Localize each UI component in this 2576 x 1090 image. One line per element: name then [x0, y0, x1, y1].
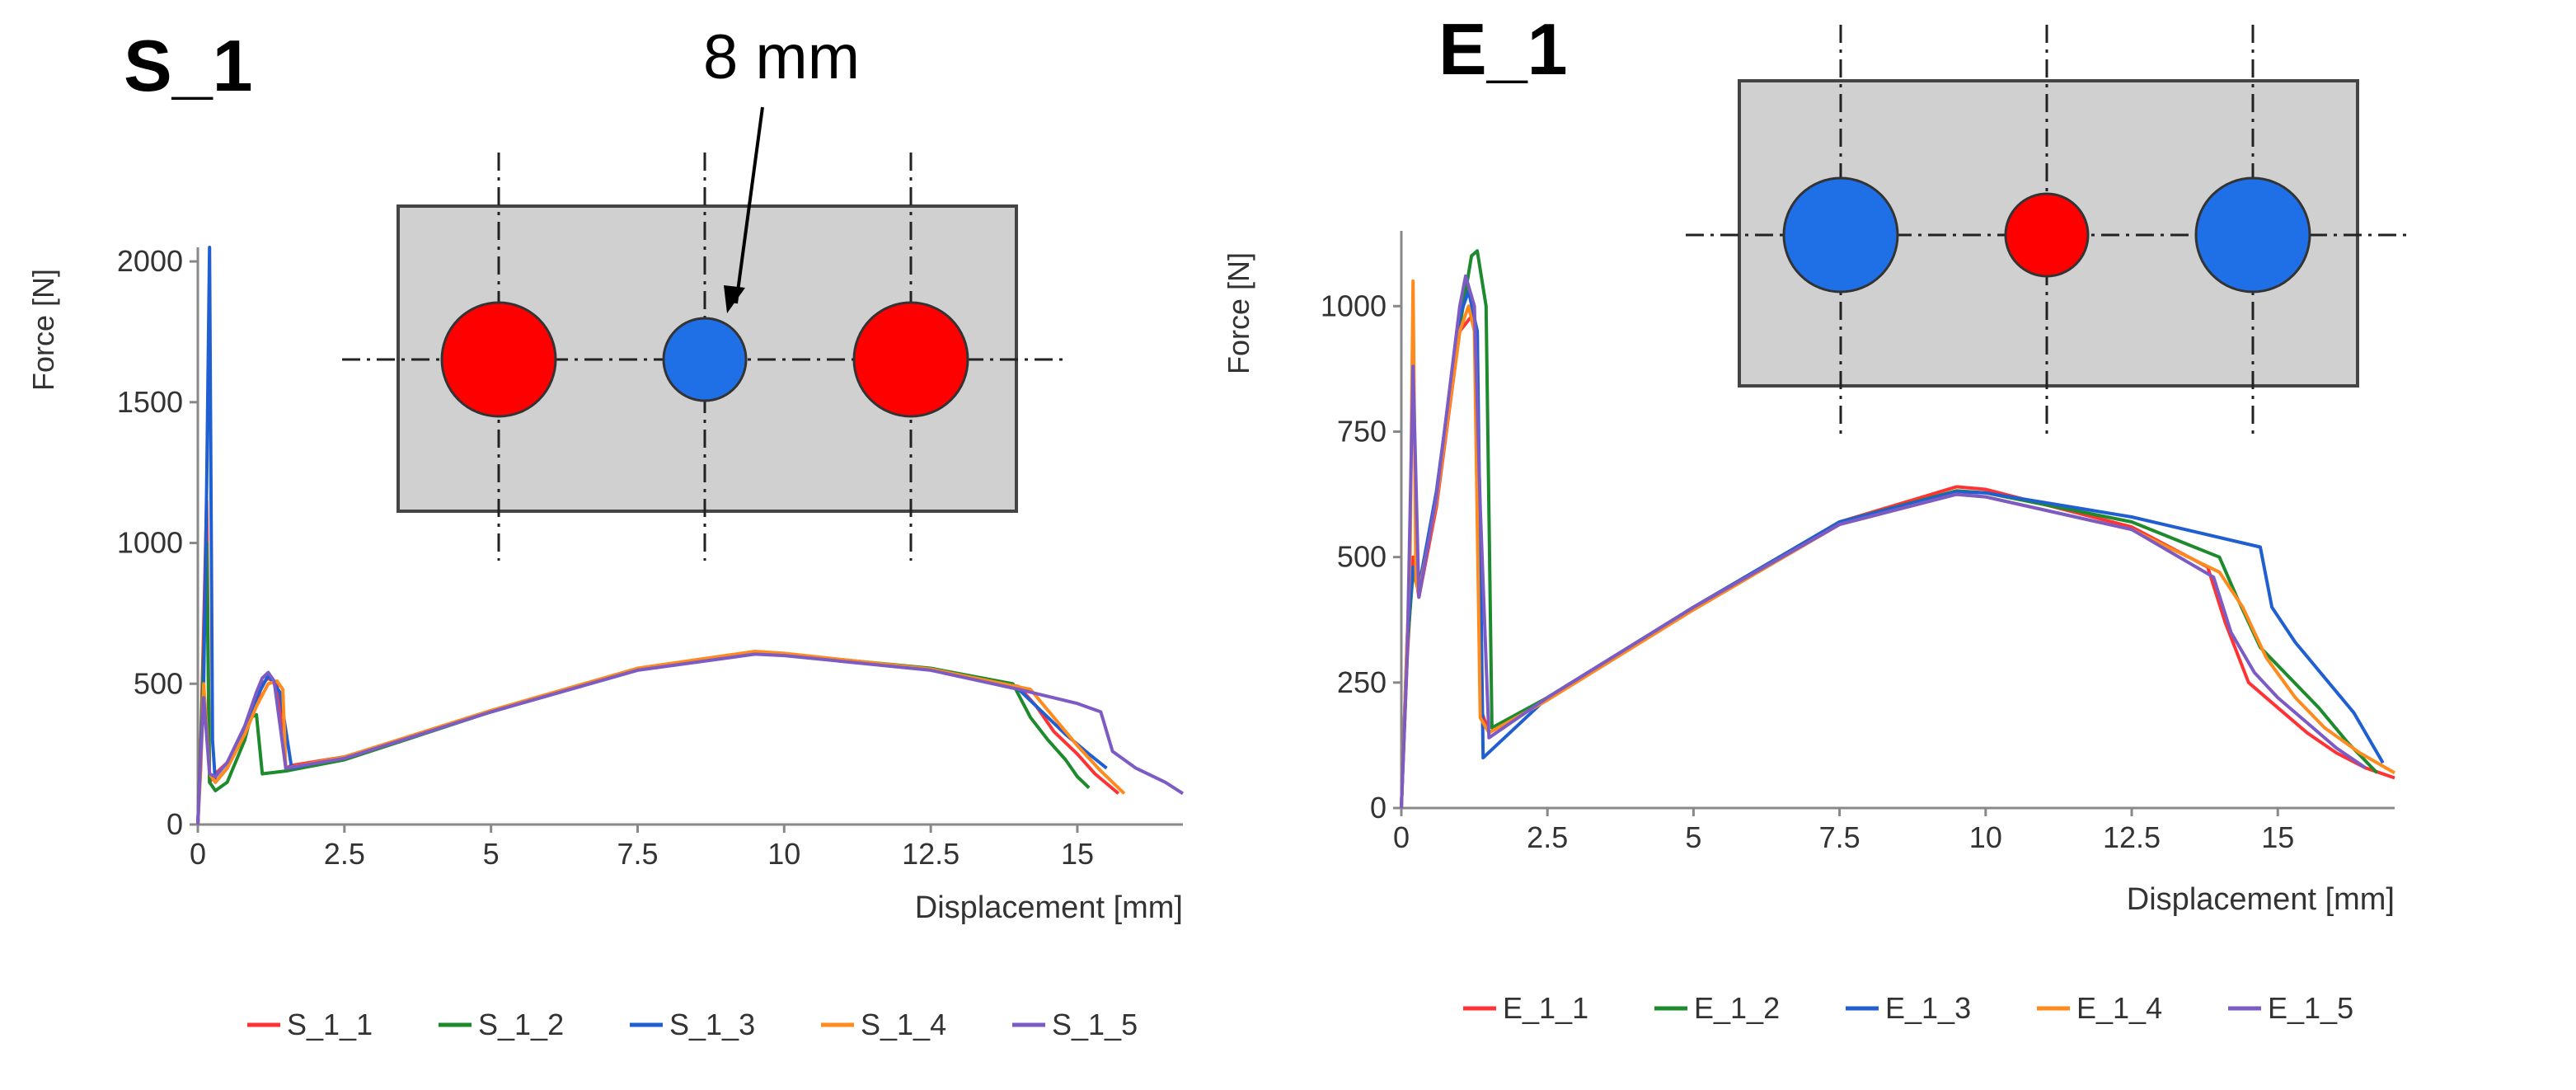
x-tick-label: 0 [1393, 820, 1410, 854]
dimension-annotation: 8 mm [703, 22, 860, 92]
y-axis-label: Force [N] [26, 269, 60, 391]
x-tick-label: 0 [190, 837, 206, 871]
legend-label: S_1_2 [478, 1008, 564, 1041]
y-axis-label: Force [N] [1222, 252, 1255, 374]
annotation-arrowhead [724, 285, 745, 313]
series-layer [196, 246, 1185, 825]
outer-hole-left [440, 301, 557, 418]
outer-hole-left [1782, 176, 1899, 294]
x-tick-label: 7.5 [617, 837, 658, 871]
x-tick-label: 7.5 [1819, 820, 1860, 854]
x-tick-label: 12.5 [902, 837, 960, 871]
legend-label: S_1_4 [861, 1008, 946, 1041]
outer-hole-right [2194, 176, 2311, 294]
legend-label: S_1_1 [287, 1008, 373, 1041]
y-tick-label: 0 [167, 807, 183, 841]
inset-diagram [1686, 25, 2407, 437]
center-hole [662, 317, 748, 402]
y-tick-label: 1000 [117, 526, 183, 560]
y-tick-label: 500 [1337, 540, 1387, 574]
x-tick-label: 10 [767, 837, 800, 871]
series-layer [1400, 249, 2395, 809]
inset-diagram: 8 mm [342, 22, 1063, 561]
series-line-S_1_1 [196, 499, 1120, 825]
legend-label: E_1_5 [2268, 991, 2353, 1025]
annotation-arrow [734, 106, 764, 304]
x-axis-label: Displacement [mm] [915, 890, 1183, 925]
x-tick-label: 5 [483, 837, 500, 871]
legend-label: E_1_4 [2076, 991, 2162, 1025]
x-axis-label: Displacement [mm] [2127, 882, 2395, 917]
x-tick-label: 2.5 [1527, 820, 1568, 854]
y-tick-label: 0 [1370, 791, 1387, 825]
panel-title: S_1 [124, 25, 253, 106]
legend: S_1_1 S_1_2 S_1_3 S_1_4 S_1_5 [247, 1008, 1138, 1041]
panel-title: E_1 [1438, 8, 1568, 90]
legend: E_1_1 E_1_2 E_1_3 E_1_4 E_1_5 [1463, 991, 2353, 1025]
outer-hole-right [852, 301, 969, 418]
x-tick-label: 2.5 [324, 837, 365, 871]
series-line-S_1_2 [196, 541, 1091, 825]
series-line-E_1_5 [1400, 274, 2367, 809]
series-line-E_1_1 [1400, 314, 2395, 809]
panel-s1: S_1 Force [N] Displacement [mm] 0 2.5 5 7.5… [26, 22, 1185, 1041]
series-line-S_1_5 [196, 652, 1185, 825]
panel-e1: E_1 Force [N] Displacement [mm] 0 2.5 5 7.5… [1222, 8, 2407, 1025]
x-tick-label: 5 [1685, 820, 1701, 854]
x-tick-label: 15 [1061, 837, 1094, 871]
y-tick-label: 250 [1337, 665, 1387, 699]
legend-label: E_1_2 [1694, 991, 1780, 1025]
legend-label: S_1_3 [669, 1008, 755, 1041]
center-hole [2004, 192, 2090, 278]
x-tick-label: 12.5 [2103, 820, 2161, 854]
y-tick-label: 1000 [1321, 289, 1387, 322]
legend-label: E_1_3 [1885, 991, 1971, 1025]
legend-label: S_1_5 [1052, 1008, 1138, 1041]
x-tick-label: 10 [1969, 820, 2002, 854]
y-tick-label: 1500 [117, 385, 183, 419]
x-tick-label: 15 [2261, 820, 2294, 854]
y-tick-label: 2000 [117, 244, 183, 278]
y-tick-label: 750 [1337, 414, 1387, 448]
y-tick-label: 500 [134, 666, 183, 700]
legend-label: E_1_1 [1503, 991, 1588, 1025]
